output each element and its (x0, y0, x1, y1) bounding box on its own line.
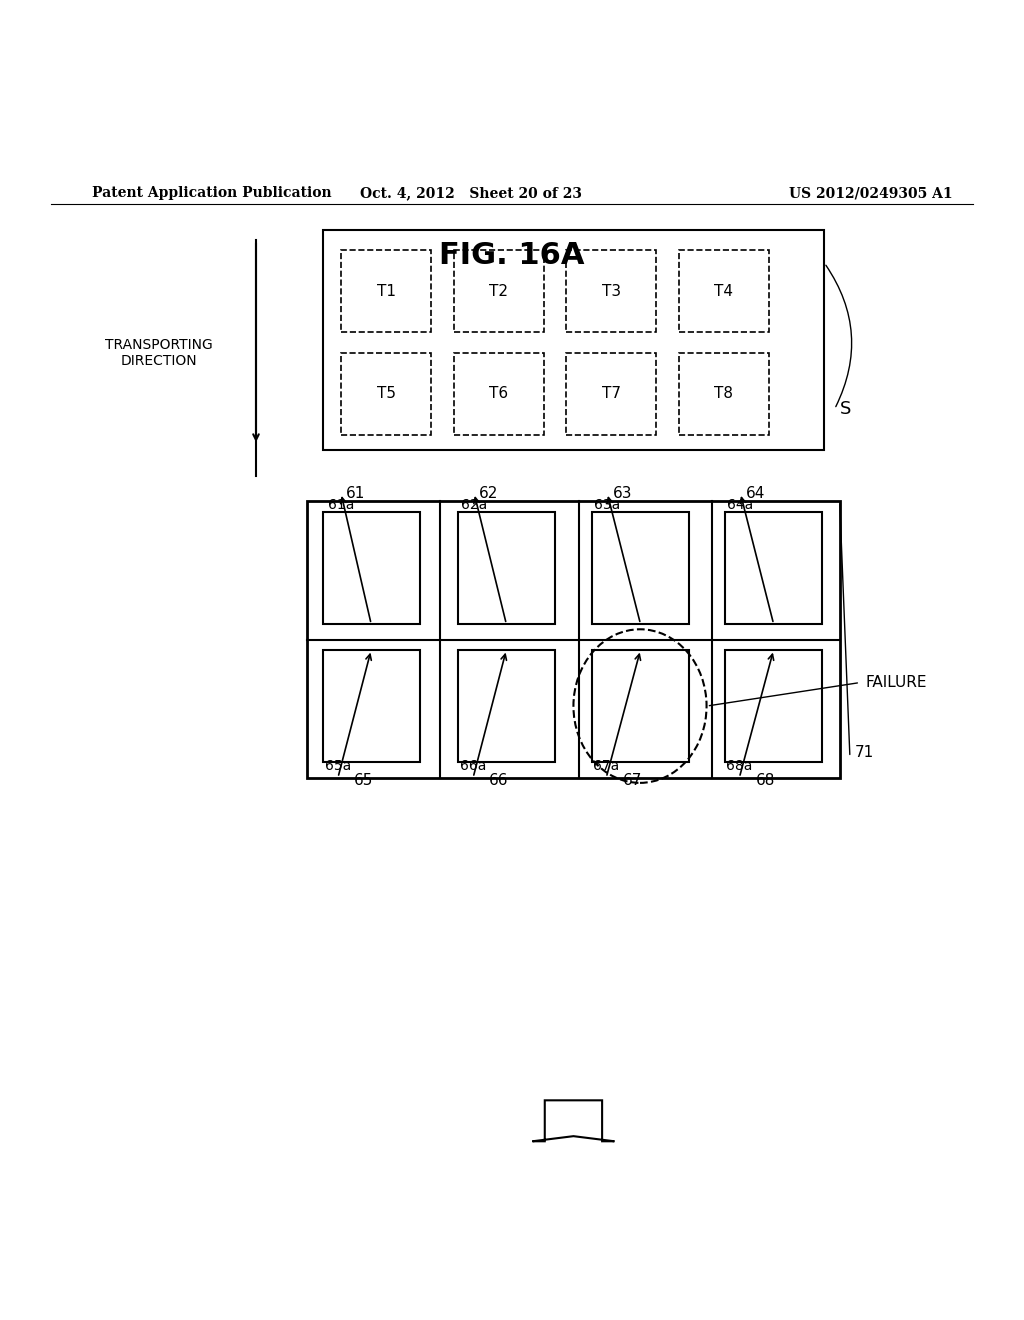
Text: 61: 61 (346, 486, 365, 500)
Text: 64a: 64a (727, 498, 754, 512)
Text: FIG. 16A: FIG. 16A (439, 242, 585, 271)
Text: 71: 71 (855, 744, 874, 760)
Bar (566, 352, 656, 434)
Bar (725, 649, 822, 763)
Bar (323, 649, 420, 763)
Bar (592, 512, 689, 624)
Bar (458, 649, 555, 763)
Text: 68a: 68a (726, 759, 753, 772)
Text: Patent Application Publication: Patent Application Publication (92, 186, 332, 201)
Text: T3: T3 (602, 284, 621, 298)
Text: T8: T8 (715, 387, 733, 401)
Text: 65: 65 (354, 774, 373, 788)
Bar (458, 512, 555, 624)
Text: Oct. 4, 2012   Sheet 20 of 23: Oct. 4, 2012 Sheet 20 of 23 (360, 186, 582, 201)
Text: 66a: 66a (460, 759, 486, 772)
Text: 64: 64 (746, 486, 765, 500)
Bar (454, 251, 544, 333)
Text: 63: 63 (612, 486, 633, 500)
Text: T5: T5 (377, 387, 395, 401)
Bar (725, 512, 822, 624)
Text: FAILURE: FAILURE (865, 675, 927, 690)
Bar (454, 352, 544, 434)
Bar (679, 251, 769, 333)
Text: 66: 66 (488, 774, 509, 788)
Text: 61a: 61a (328, 498, 354, 512)
Bar (307, 502, 840, 777)
Text: 67a: 67a (593, 759, 620, 772)
Text: 63a: 63a (594, 498, 621, 512)
Bar (341, 352, 431, 434)
Bar (592, 649, 689, 763)
Text: 65a: 65a (325, 759, 351, 772)
Text: 68: 68 (757, 774, 775, 788)
Text: 67: 67 (624, 774, 642, 788)
Text: S: S (840, 400, 851, 418)
Text: T2: T2 (489, 284, 508, 298)
Polygon shape (532, 1101, 614, 1142)
Bar (323, 512, 420, 624)
Text: 62: 62 (479, 486, 498, 500)
Bar (341, 251, 431, 333)
Bar (566, 251, 656, 333)
Bar (679, 352, 769, 434)
Text: T4: T4 (715, 284, 733, 298)
Text: TRANSPORTING
DIRECTION: TRANSPORTING DIRECTION (104, 338, 213, 368)
Text: T7: T7 (602, 387, 621, 401)
Text: US 2012/0249305 A1: US 2012/0249305 A1 (788, 186, 952, 201)
Text: T1: T1 (377, 284, 395, 298)
Text: 62a: 62a (461, 498, 487, 512)
Bar (323, 230, 824, 450)
Text: T6: T6 (489, 387, 508, 401)
